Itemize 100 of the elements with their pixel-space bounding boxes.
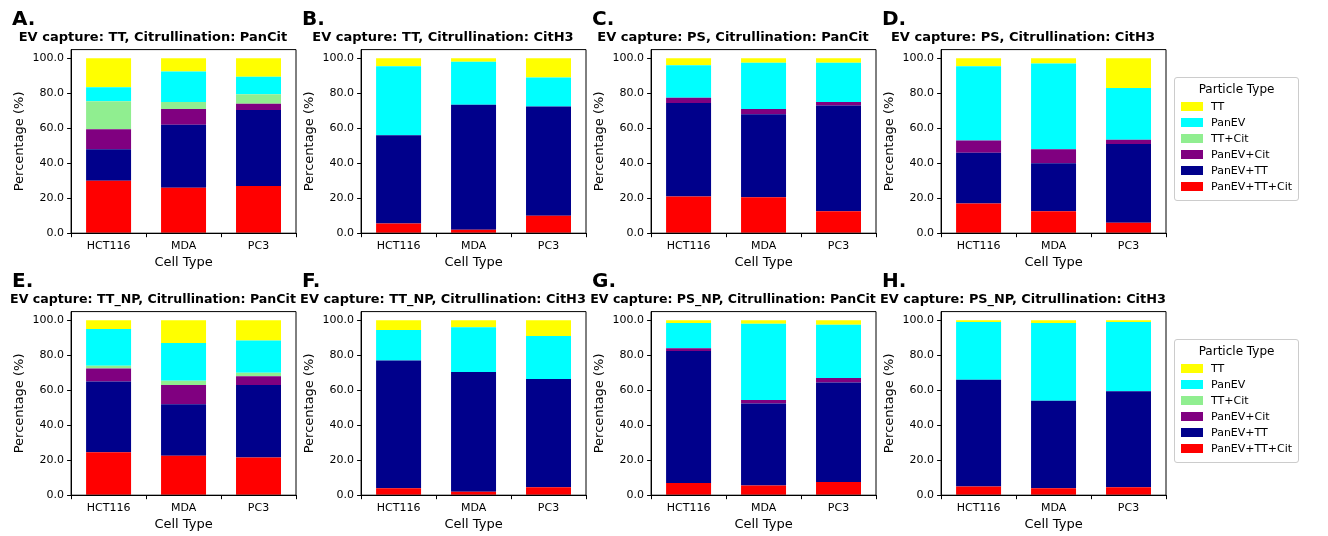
bar bbox=[666, 322, 712, 349]
bar bbox=[666, 97, 712, 103]
bar bbox=[1031, 211, 1077, 233]
x-tick-label: MDA bbox=[750, 500, 777, 514]
bar bbox=[666, 196, 712, 233]
y-axis-title: Percentage (%) bbox=[591, 353, 607, 454]
legend-label: PanEV+TT bbox=[1211, 164, 1268, 177]
bar bbox=[956, 203, 1002, 233]
y-tick-label: 0.0 bbox=[46, 488, 65, 502]
y-tick-label: 0.0 bbox=[916, 226, 935, 240]
y-tick-label: 40.0 bbox=[39, 418, 65, 432]
bar bbox=[816, 320, 862, 325]
y-axis-title: Percentage (%) bbox=[11, 353, 27, 454]
y-tick-label: 40.0 bbox=[329, 156, 355, 170]
bar bbox=[666, 320, 712, 323]
legend-label: TT bbox=[1211, 100, 1225, 113]
bar bbox=[816, 58, 862, 63]
bar bbox=[161, 380, 207, 386]
x-axis-title: Cell Type bbox=[154, 515, 213, 531]
bar bbox=[236, 457, 282, 495]
bar bbox=[376, 223, 422, 233]
x-tick-label: HCT116 bbox=[956, 238, 1001, 252]
y-axis-title: Percentage (%) bbox=[881, 91, 897, 192]
chart-title: EV capture: PS, Citrullination: PanCit bbox=[597, 29, 869, 45]
legend-label: PanEV bbox=[1211, 378, 1246, 391]
x-tick-label: PC3 bbox=[827, 500, 850, 514]
bar bbox=[741, 58, 787, 63]
bar bbox=[526, 215, 572, 233]
bar bbox=[236, 185, 282, 233]
y-tick-label: 20.0 bbox=[39, 191, 65, 205]
legend-label: PanEV+TT+Cit bbox=[1211, 180, 1293, 193]
bar bbox=[236, 340, 282, 373]
bar bbox=[1031, 322, 1077, 401]
x-tick-label: PC3 bbox=[537, 238, 560, 252]
bar bbox=[86, 129, 132, 150]
bar bbox=[161, 102, 207, 110]
y-tick-label: 80.0 bbox=[909, 348, 935, 362]
chart-title: EV capture: TT_NP, Citrullination: PanCit bbox=[10, 290, 296, 308]
bar bbox=[1106, 391, 1152, 488]
bar bbox=[161, 187, 207, 233]
bar bbox=[451, 229, 497, 233]
bar bbox=[666, 65, 712, 98]
legend-label: PanEV+Cit bbox=[1211, 410, 1270, 423]
bar bbox=[956, 58, 1002, 67]
bar bbox=[1031, 488, 1077, 495]
bar bbox=[956, 140, 1002, 153]
y-tick-label: 60.0 bbox=[619, 383, 645, 397]
bar bbox=[86, 368, 132, 382]
bar bbox=[451, 58, 497, 62]
bar bbox=[86, 180, 132, 233]
bar bbox=[236, 103, 282, 110]
bar bbox=[741, 403, 787, 486]
bar bbox=[161, 71, 207, 103]
bar bbox=[236, 76, 282, 95]
bar bbox=[376, 329, 422, 361]
y-tick-label: 80.0 bbox=[39, 348, 65, 362]
bar bbox=[956, 322, 1002, 380]
bar bbox=[376, 360, 422, 489]
bar bbox=[86, 329, 132, 366]
legend-label: TT+Cit bbox=[1211, 132, 1249, 145]
bar bbox=[86, 58, 132, 88]
bar bbox=[1031, 63, 1077, 150]
y-tick-label: 0.0 bbox=[626, 226, 645, 240]
y-axis-title: Percentage (%) bbox=[881, 353, 897, 454]
x-tick-label: HCT116 bbox=[666, 238, 711, 252]
legend-label: PanEV+TT bbox=[1211, 426, 1268, 439]
bar bbox=[161, 320, 207, 344]
bar bbox=[86, 452, 132, 495]
y-tick-label: 40.0 bbox=[329, 418, 355, 432]
bar bbox=[451, 104, 497, 230]
text: D. bbox=[882, 6, 907, 31]
bar bbox=[451, 491, 497, 495]
y-axis-title: Percentage (%) bbox=[591, 91, 607, 192]
x-tick-label: MDA bbox=[460, 238, 487, 252]
bar bbox=[956, 66, 1002, 141]
y-tick-label: 60.0 bbox=[39, 121, 65, 135]
bar bbox=[376, 488, 422, 495]
bar bbox=[526, 378, 572, 488]
y-tick-label: 100.0 bbox=[902, 313, 935, 327]
x-tick-label: PC3 bbox=[1117, 238, 1140, 252]
x-tick-label: HCT116 bbox=[666, 500, 711, 514]
x-tick-label: HCT116 bbox=[86, 238, 131, 252]
bar bbox=[451, 327, 497, 372]
bar bbox=[816, 211, 862, 233]
y-tick-label: 60.0 bbox=[909, 383, 935, 397]
y-tick-label: 0.0 bbox=[336, 226, 355, 240]
bar bbox=[236, 385, 282, 458]
x-tick-label: PC3 bbox=[247, 238, 270, 252]
bar bbox=[741, 323, 787, 400]
y-tick-label: 40.0 bbox=[619, 156, 645, 170]
y-tick-label: 60.0 bbox=[909, 121, 935, 135]
chart-title: EV capture: PS, Citrullination: CitH3 bbox=[890, 29, 1156, 45]
bar bbox=[161, 385, 207, 405]
y-tick-label: 100.0 bbox=[322, 51, 355, 65]
bar bbox=[666, 58, 712, 66]
bar bbox=[741, 320, 787, 324]
y-tick-label: 20.0 bbox=[909, 453, 935, 467]
bar bbox=[816, 102, 862, 106]
bar bbox=[526, 58, 572, 78]
y-tick-label: 20.0 bbox=[909, 191, 935, 205]
